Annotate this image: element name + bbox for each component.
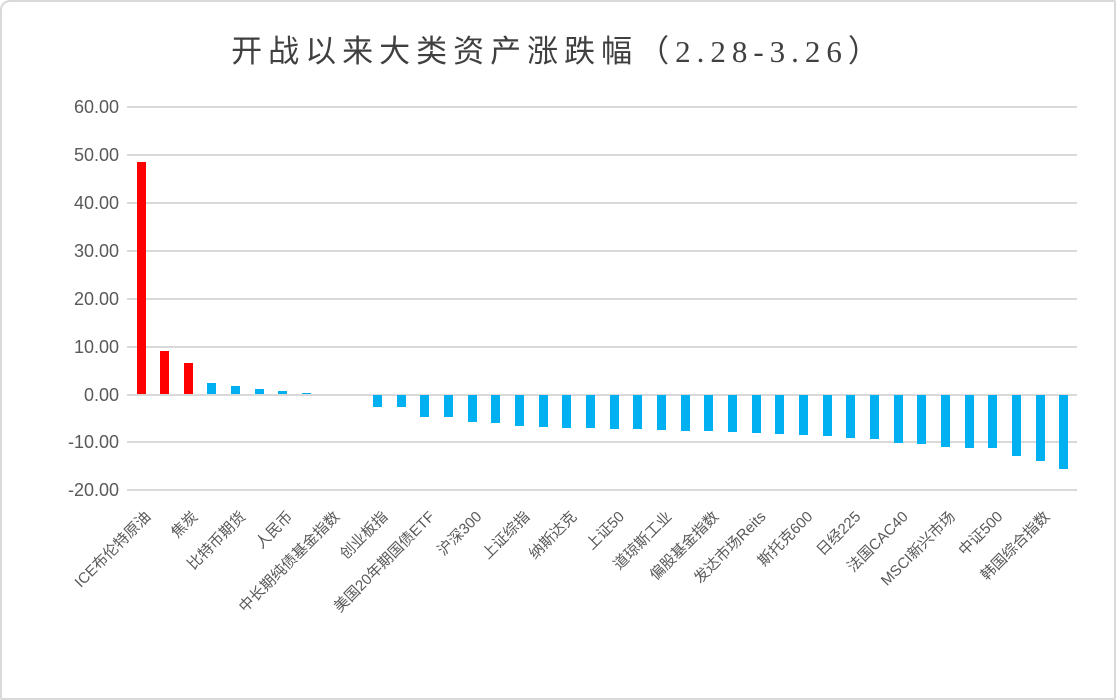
bar: [278, 390, 288, 395]
bar: [1059, 394, 1069, 470]
bar: [491, 394, 501, 424]
bar: [940, 394, 950, 448]
gridline: [127, 106, 1077, 109]
y-axis-tick-label: 0.00: [83, 384, 119, 405]
bar: [586, 394, 596, 428]
bar: [1035, 394, 1045, 462]
x-axis-category-label: 纳斯达克: [525, 508, 581, 563]
gridline: [127, 441, 1077, 444]
bar: [917, 394, 927, 445]
bar: [420, 394, 430, 417]
x-axis-category-label: 人民币: [252, 508, 297, 553]
bar: [1011, 394, 1021, 457]
chart-title: 开战以来大类资产涨跌幅（2.28-3.26）: [231, 34, 885, 69]
x-axis-category-label: 焦炭: [168, 508, 202, 542]
bar: [183, 363, 193, 395]
bar: [538, 394, 548, 427]
gridline: [127, 297, 1077, 300]
gridline: [127, 249, 1077, 252]
bar: [444, 394, 454, 418]
bar: [822, 394, 832, 437]
y-axis-tick-label: 30.00: [73, 240, 119, 261]
bar: [893, 394, 903, 443]
bar: [751, 394, 761, 433]
bar: [846, 394, 856, 438]
bar: [704, 394, 714, 432]
bar: [254, 388, 264, 395]
bar: [680, 394, 690, 431]
x-axis-category-label: 沪深300: [434, 508, 486, 560]
x-axis-category-label: ICE布伦特原油: [71, 508, 155, 592]
bar: [136, 162, 146, 395]
bar: [231, 386, 241, 395]
y-axis-tick-label: 60.00: [73, 97, 119, 118]
bar: [562, 394, 572, 428]
bar: [609, 394, 619, 429]
gridline: [127, 202, 1077, 205]
x-axis-category-label: 上证50: [582, 508, 628, 554]
y-axis-tick-label: -10.00: [67, 432, 119, 453]
y-axis-tick-label: 50.00: [73, 145, 119, 166]
gridline: [127, 345, 1077, 348]
gridline: [127, 489, 1077, 492]
y-axis-tick-label: 40.00: [73, 193, 119, 214]
bar: [775, 394, 785, 434]
bar: [633, 394, 643, 430]
bar: [302, 393, 312, 395]
bar: [160, 351, 170, 395]
gridline: [127, 154, 1077, 157]
x-axis-category-label: 上证综指: [478, 508, 533, 563]
bar: [657, 394, 667, 431]
bar: [373, 394, 383, 407]
y-axis-tick-label: -20.00: [67, 480, 119, 501]
bar: [988, 394, 998, 449]
gridline: [127, 393, 1077, 396]
y-axis-tick-label: 10.00: [73, 336, 119, 357]
bar: [467, 394, 477, 422]
bar: [515, 394, 525, 426]
bar: [869, 394, 879, 439]
bar: [396, 394, 406, 408]
bar: [964, 394, 974, 448]
bar: [728, 394, 737, 432]
bar: [207, 383, 217, 395]
y-axis-tick-label: 20.00: [73, 288, 119, 309]
bar: [798, 394, 808, 435]
